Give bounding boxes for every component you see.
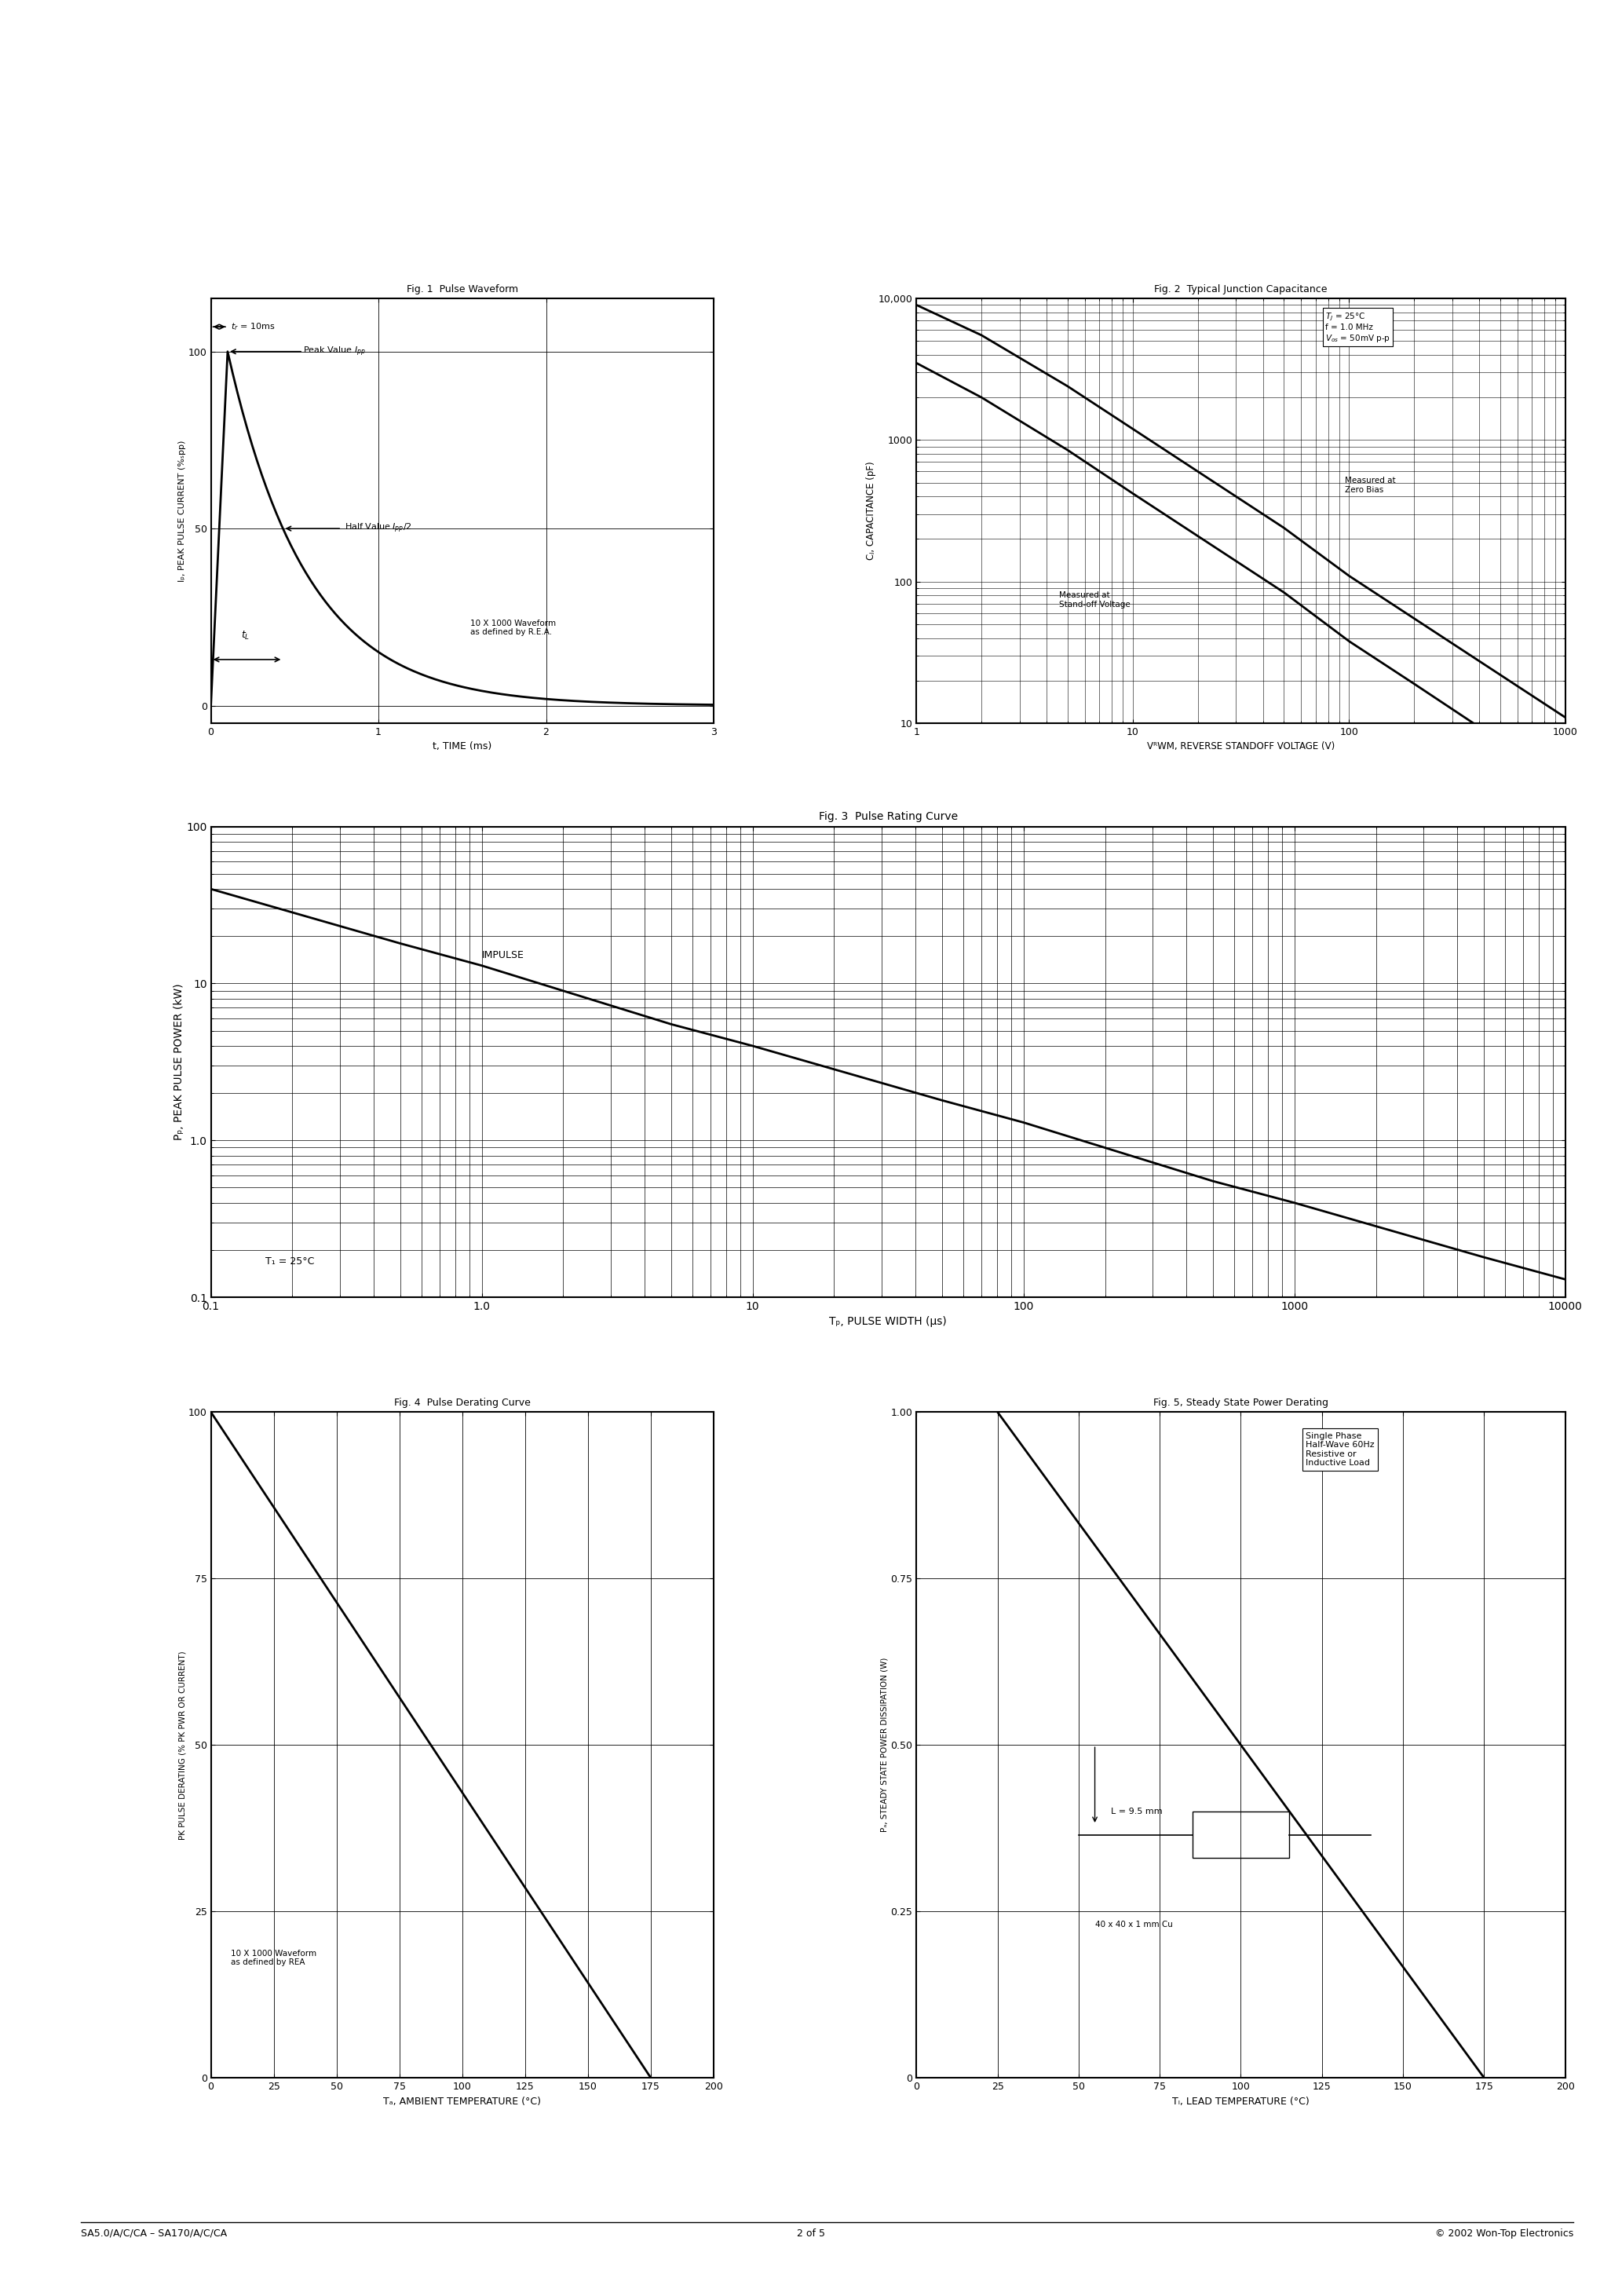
Text: $t_r$ = 10ms: $t_r$ = 10ms [230, 321, 276, 333]
Text: 2 of 5: 2 of 5 [796, 2229, 826, 2239]
X-axis label: t, TIME (ms): t, TIME (ms) [433, 742, 491, 751]
Text: Single Phase
Half-Wave 60Hz
Resistive or
Inductive Load: Single Phase Half-Wave 60Hz Resistive or… [1306, 1433, 1374, 1467]
X-axis label: Tₗ, LEAD TEMPERATURE (°C): Tₗ, LEAD TEMPERATURE (°C) [1173, 2096, 1309, 2105]
Text: T₁ = 25°C: T₁ = 25°C [264, 1256, 315, 1267]
X-axis label: VᴿWM, REVERSE STANDOFF VOLTAGE (V): VᴿWM, REVERSE STANDOFF VOLTAGE (V) [1147, 742, 1335, 751]
Text: 10 X 1000 Waveform
as defined by R.E.A.: 10 X 1000 Waveform as defined by R.E.A. [470, 620, 556, 636]
Title: Fig. 2  Typical Junction Capacitance: Fig. 2 Typical Junction Capacitance [1155, 285, 1327, 294]
Text: L = 9.5 mm: L = 9.5 mm [1111, 1807, 1163, 1816]
Text: 10 X 1000 Waveform
as defined by REA: 10 X 1000 Waveform as defined by REA [230, 1949, 316, 1965]
Title: Fig. 3  Pulse Rating Curve: Fig. 3 Pulse Rating Curve [819, 810, 957, 822]
Text: SA5.0/A/C/CA – SA170/A/C/CA: SA5.0/A/C/CA – SA170/A/C/CA [81, 2229, 227, 2239]
X-axis label: Tₐ, AMBIENT TEMPERATURE (°C): Tₐ, AMBIENT TEMPERATURE (°C) [383, 2096, 542, 2105]
Text: Measured at
Stand-off Voltage: Measured at Stand-off Voltage [1059, 592, 1131, 608]
Title: Fig. 5, Steady State Power Derating: Fig. 5, Steady State Power Derating [1153, 1398, 1328, 1407]
Text: © 2002 Won-Top Electronics: © 2002 Won-Top Electronics [1435, 2229, 1573, 2239]
Title: Fig. 4  Pulse Derating Curve: Fig. 4 Pulse Derating Curve [394, 1398, 530, 1407]
Y-axis label: Pₚ, PEAK PULSE POWER (kW): Pₚ, PEAK PULSE POWER (kW) [174, 983, 185, 1141]
Y-axis label: Iₚ, PEAK PULSE CURRENT (%ₛpp): Iₚ, PEAK PULSE CURRENT (%ₛpp) [178, 441, 187, 581]
Text: 40 x 40 x 1 mm Cu: 40 x 40 x 1 mm Cu [1095, 1922, 1173, 1929]
Text: $t_L$: $t_L$ [242, 629, 250, 643]
X-axis label: Tₚ, PULSE WIDTH (μs): Tₚ, PULSE WIDTH (μs) [829, 1316, 947, 1327]
Text: IMPULSE: IMPULSE [482, 951, 524, 960]
Title: Fig. 1  Pulse Waveform: Fig. 1 Pulse Waveform [407, 285, 517, 294]
Text: Half Value $I_{pp}$/2: Half Value $I_{pp}$/2 [345, 521, 412, 535]
Text: Peak Value $I_{pp}$: Peak Value $I_{pp}$ [303, 344, 367, 358]
Text: $T_J$ = 25°C
f = 1.0 MHz
$V_{os}$ = 50mV p-p: $T_J$ = 25°C f = 1.0 MHz $V_{os}$ = 50mV… [1325, 312, 1390, 344]
Text: Measured at
Zero Bias: Measured at Zero Bias [1345, 478, 1395, 494]
Y-axis label: PK PULSE DERATING (% PK PWR OR CURRENT): PK PULSE DERATING (% PK PWR OR CURRENT) [178, 1651, 187, 1839]
Y-axis label: Pₐ, STEADY STATE POWER DISSIPATION (W): Pₐ, STEADY STATE POWER DISSIPATION (W) [881, 1658, 889, 1832]
Y-axis label: Cⱼ, CAPACITANCE (pF): Cⱼ, CAPACITANCE (pF) [866, 461, 876, 560]
Bar [1192, 1812, 1289, 1857]
